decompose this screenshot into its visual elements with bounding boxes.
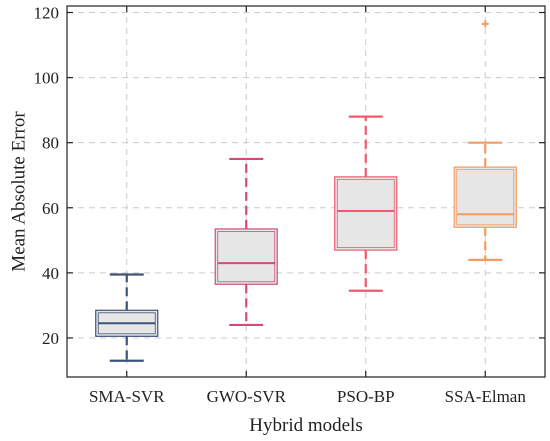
y-tick-label: 20 [42, 329, 59, 348]
x-tick-label: GWO-SVR [207, 387, 287, 406]
y-tick-label: 40 [42, 264, 59, 283]
y-tick-label: 60 [42, 199, 59, 218]
y-tick-label: 100 [34, 69, 60, 88]
x-axis: SMA-SVR GWO-SVR PSO-BP SSA-Elman [89, 6, 526, 406]
box-ssa-elman [453, 20, 517, 261]
box-inner-outline [217, 231, 276, 283]
box-gwo-svr [214, 157, 278, 327]
box-series [95, 20, 517, 362]
box-body [453, 166, 517, 228]
y-tick-label: 80 [42, 134, 59, 153]
box-body [334, 176, 398, 251]
x-tick-label: SMA-SVR [89, 387, 165, 406]
x-axis-title: Hybrid models [249, 415, 362, 436]
y-axis-title: Mean Absolute Error [8, 111, 29, 272]
x-tick-label: SSA-Elman [445, 387, 527, 406]
box-inner-outline [456, 169, 515, 226]
box-sma-svr [95, 273, 159, 362]
x-tick-label: PSO-BP [337, 387, 395, 406]
box-pso-bp [334, 115, 398, 292]
y-axis: 20 40 60 80 100 120 [34, 4, 545, 348]
y-tick-label: 120 [34, 4, 60, 23]
plot-frame [66, 5, 546, 378]
box-inner-outline [336, 178, 395, 248]
box-body [214, 228, 278, 285]
